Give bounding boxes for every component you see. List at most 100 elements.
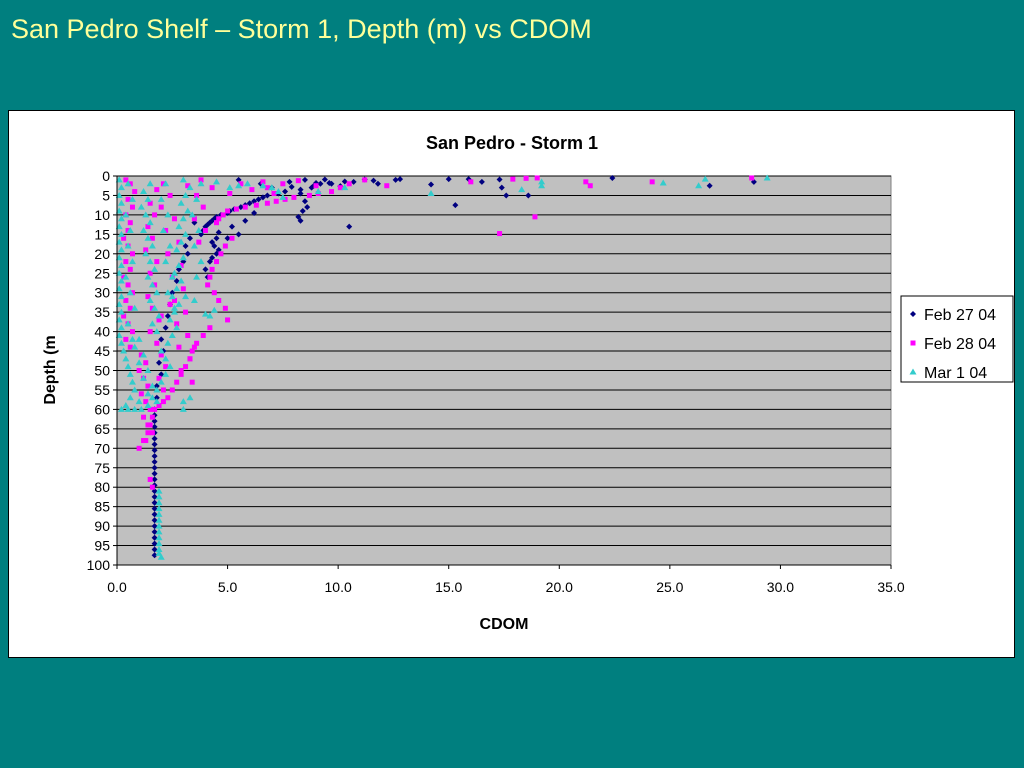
data-point: [288, 183, 295, 190]
data-point: [126, 370, 134, 377]
data-point: [162, 180, 170, 187]
data-point: [268, 184, 276, 191]
data-point: [253, 202, 259, 208]
data-point: [122, 211, 130, 218]
data-point: [211, 243, 218, 250]
data-point: [183, 364, 189, 370]
data-point: [179, 176, 187, 183]
data-point: [264, 192, 271, 199]
data-point: [145, 430, 151, 436]
data-point: [117, 246, 125, 253]
legend-item-2[interactable]: Feb 28 04: [910, 336, 997, 353]
y-tick-label: 60: [94, 401, 110, 417]
data-point: [313, 183, 319, 189]
y-tick-label: 90: [94, 518, 110, 534]
data-point: [128, 378, 136, 385]
gridlines: [117, 175, 891, 566]
legend-item-1[interactable]: Feb 27 04: [910, 307, 996, 324]
data-point: [397, 176, 404, 183]
data-point: [497, 231, 503, 237]
data-point: [151, 534, 158, 541]
x-tick-label: 10.0: [325, 579, 352, 595]
data-point: [145, 224, 151, 230]
data-point: [350, 178, 357, 185]
data-point: [200, 332, 206, 338]
data-point: [151, 423, 158, 430]
data-point: [156, 317, 162, 323]
data-point: [123, 297, 129, 303]
data-point: [168, 331, 176, 338]
data-point: [206, 258, 213, 265]
data-point: [609, 174, 616, 181]
data-point: [151, 470, 158, 477]
legend-label: Mar 1 04: [924, 365, 987, 382]
data-point: [124, 320, 132, 327]
data-point: [148, 394, 156, 401]
data-point: [156, 359, 163, 366]
data-point: [159, 226, 167, 233]
data-point: [271, 191, 277, 197]
data-point: [135, 335, 143, 342]
data-point: [213, 250, 220, 257]
legend-item-3[interactable]: Mar 1 04: [909, 365, 988, 382]
data-point: [155, 510, 163, 517]
data-point: [227, 191, 233, 197]
y-axis-label: Depth (m: [42, 335, 59, 404]
data-point: [146, 258, 154, 265]
data-point: [659, 179, 667, 186]
y-tick-label: 50: [94, 363, 110, 379]
data-point: [191, 344, 197, 350]
data-point: [124, 363, 132, 370]
data-point: [117, 293, 125, 300]
data-point: [525, 192, 532, 199]
data-point: [225, 317, 231, 323]
x-axis-ticks: 0.0 5.0 10.0 15.0 20.0 25.0 30.0 35.0: [107, 565, 905, 595]
data-point: [218, 251, 224, 257]
data-point: [156, 403, 162, 409]
data-point: [123, 177, 129, 183]
data-point: [193, 273, 201, 280]
data-point: [534, 175, 540, 181]
data-point: [179, 398, 187, 405]
data-point: [233, 206, 239, 212]
data-point: [117, 215, 125, 222]
data-point: [158, 352, 164, 358]
data-point: [220, 212, 226, 218]
data-point: [176, 344, 182, 350]
data-point: [180, 286, 186, 292]
y-tick-label: 35: [94, 304, 110, 320]
data-point: [188, 211, 196, 218]
data-point: [128, 335, 136, 342]
data-point: [532, 214, 538, 220]
data-point: [163, 364, 169, 370]
data-point: [169, 387, 175, 393]
data-point: [213, 178, 221, 185]
data-point: [117, 261, 125, 268]
data-point: [168, 293, 176, 300]
data-point: [160, 181, 166, 187]
data-point: [144, 402, 152, 409]
data-point: [427, 190, 435, 197]
data-point: [178, 262, 184, 268]
x-tick-label: 35.0: [877, 579, 904, 595]
data-point: [198, 177, 204, 183]
data-point: [152, 212, 158, 218]
data-point: [222, 243, 228, 249]
data-point: [538, 178, 546, 185]
data-point: [117, 184, 125, 191]
y-tick-label: 15: [94, 226, 110, 242]
data-point: [170, 269, 178, 276]
data-point: [178, 368, 184, 373]
data-point: [185, 332, 191, 338]
data-point: [117, 199, 125, 206]
data-point: [154, 259, 160, 265]
data-point: [121, 274, 127, 280]
data-point: [149, 414, 155, 420]
data-point: [122, 273, 130, 280]
legend[interactable]: Feb 27 04 Feb 28 04 Mar 1 04: [900, 295, 1014, 383]
data-point: [370, 177, 377, 184]
y-tick-label: 10: [94, 207, 110, 223]
data-point: [151, 528, 158, 535]
data-point: [587, 183, 593, 189]
data-point: [498, 184, 505, 191]
